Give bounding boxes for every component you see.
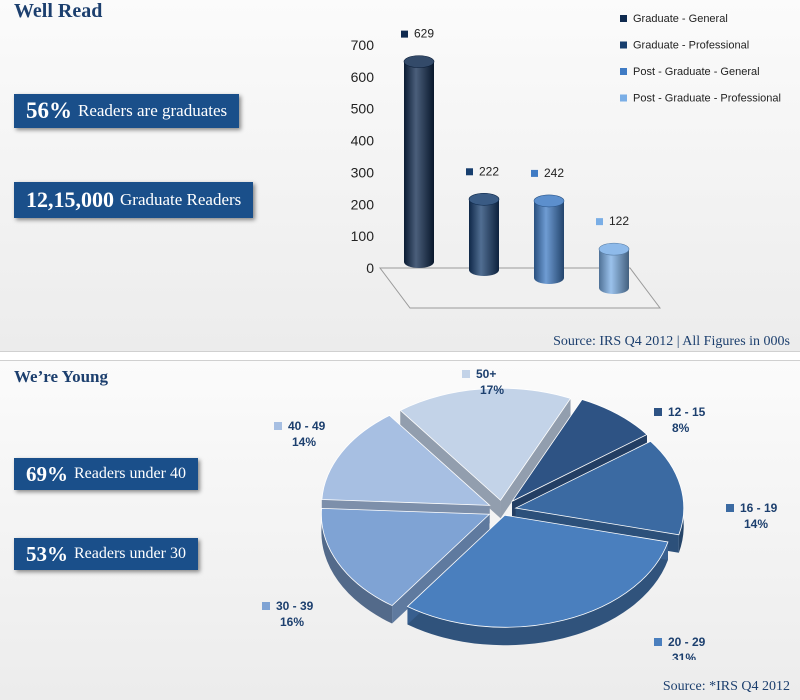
slice-wall xyxy=(392,514,490,624)
bar-body xyxy=(534,200,564,284)
bar-2: 222 xyxy=(466,164,499,276)
stat-value: 53% xyxy=(26,541,68,566)
pie-category-label: 50+ xyxy=(476,367,496,381)
legend-entry: Graduate - Professional xyxy=(633,40,749,52)
pie-label-2: 12 - 15 8% xyxy=(654,405,706,435)
bar-1: 629 xyxy=(401,27,434,268)
pie-slices xyxy=(321,387,685,646)
legend-entry: Graduate - General xyxy=(633,13,728,25)
data-label: 122 xyxy=(609,214,629,228)
pie-label-6: 40 - 49 14% xyxy=(274,419,326,449)
y-tick-label: 200 xyxy=(351,196,375,212)
legend-marker xyxy=(620,68,627,75)
data-label-marker xyxy=(531,169,538,177)
y-tick-label: 0 xyxy=(366,260,374,276)
stat-text: Graduate Readers xyxy=(120,190,242,209)
pie-value-label: 16% xyxy=(280,615,304,629)
bar-top xyxy=(598,242,630,256)
panel-title: We’re Young xyxy=(14,367,108,386)
pie-label-1: 50+17% xyxy=(462,367,504,397)
pie-value-label: 14% xyxy=(292,435,316,449)
pie-slice-4 xyxy=(406,514,669,646)
pie-label-marker xyxy=(654,408,662,416)
stat-text: Readers under 40 xyxy=(74,465,186,482)
slice-side xyxy=(321,508,393,624)
pie-label-5: 30 - 39 16% xyxy=(262,599,314,629)
y-tick-label: 100 xyxy=(351,228,375,244)
pie-value-label: 17% xyxy=(480,383,504,397)
pie-label-4: 20 - 29 31% xyxy=(654,635,706,660)
well-read-panel: Well Read 56% Readers are graduates 12,1… xyxy=(0,0,800,352)
panel-title: Well Read xyxy=(14,0,103,22)
pie-label-marker xyxy=(274,422,282,430)
pie-label-3: 16 - 19 14% xyxy=(726,501,778,531)
bar-4: 122 xyxy=(596,214,629,294)
y-axis: 0 100 200 300 400 500 600 700 xyxy=(351,37,375,276)
under-30-stat-box: 53% Readers under 30 xyxy=(14,538,198,570)
pie-category-label: 12 - 15 xyxy=(668,405,706,419)
data-label-marker xyxy=(596,218,603,226)
pie-value-label: 8% xyxy=(672,421,690,435)
legend-marker xyxy=(620,15,627,22)
stat-value: 69% xyxy=(26,461,68,486)
bar-chart: 0 100 200 300 400 500 600 700 629 222 242 122 Grad… xyxy=(351,13,781,309)
slice-wall xyxy=(400,410,501,519)
data-label: 222 xyxy=(479,164,499,178)
pie-label-marker xyxy=(262,602,270,610)
y-tick-label: 400 xyxy=(351,133,375,149)
pie-category-label: 30 - 39 xyxy=(276,599,314,613)
stat-text: Readers under 30 xyxy=(74,545,186,562)
bar-top xyxy=(403,55,435,68)
stat-value: 56% xyxy=(26,98,72,123)
pie-category-label: 40 - 49 xyxy=(288,419,326,433)
stat-text: Readers are graduates xyxy=(78,101,228,120)
y-tick-label: 300 xyxy=(351,164,375,180)
pie-slice-5 xyxy=(321,507,491,624)
slice-top xyxy=(399,387,572,501)
slice-wall xyxy=(500,398,571,519)
y-tick-label: 500 xyxy=(351,101,375,117)
under-40-stat-box: 69% Readers under 40 xyxy=(14,458,198,490)
slice-top xyxy=(510,398,648,503)
slice-top xyxy=(406,514,669,628)
source-note: Source: *IRS Q4 2012 xyxy=(662,679,790,694)
legend-marker xyxy=(620,94,627,102)
bar-top xyxy=(533,194,565,208)
legend: Graduate - General Graduate - Professiona… xyxy=(620,13,781,105)
legend-marker xyxy=(620,41,627,49)
pie-category-label: 16 - 19 xyxy=(740,501,778,515)
pie-label-marker xyxy=(462,370,470,378)
bar-body xyxy=(599,249,629,294)
data-label-marker xyxy=(401,30,408,38)
pie-value-label: 31% xyxy=(672,651,696,660)
slice-top xyxy=(321,414,491,506)
pie-label-marker xyxy=(726,504,734,512)
slice-top xyxy=(514,440,685,536)
bar-3: 242 xyxy=(531,166,564,284)
y-tick-label: 600 xyxy=(351,69,375,85)
pie-value-label: 14% xyxy=(744,517,768,531)
bar-body xyxy=(404,61,434,268)
legend-entry: Post - Graduate - General xyxy=(633,66,760,78)
pie-slice-1 xyxy=(399,387,572,519)
legend-entry: Post - Graduate - Professional xyxy=(633,93,781,105)
bar-top xyxy=(468,192,500,206)
data-label-marker xyxy=(466,168,473,176)
bars: 629 222 242 122 xyxy=(401,27,629,294)
pie-label-marker xyxy=(654,638,662,646)
slice-top xyxy=(321,507,491,607)
graduates-stat-box: 56% Readers are graduates xyxy=(14,94,240,128)
stat-value: 12,15,000 xyxy=(26,187,114,212)
source-note: Source: IRS Q4 2012 | All Figures in 000… xyxy=(553,334,790,349)
data-label: 629 xyxy=(414,27,434,41)
graduate-readers-stat-box: 12,15,000 Graduate Readers xyxy=(14,182,254,218)
pie-category-label: 20 - 29 xyxy=(668,635,706,649)
slice-side xyxy=(407,541,668,646)
bar-body xyxy=(469,199,499,276)
y-tick-label: 700 xyxy=(351,37,375,53)
data-label: 242 xyxy=(544,166,564,180)
